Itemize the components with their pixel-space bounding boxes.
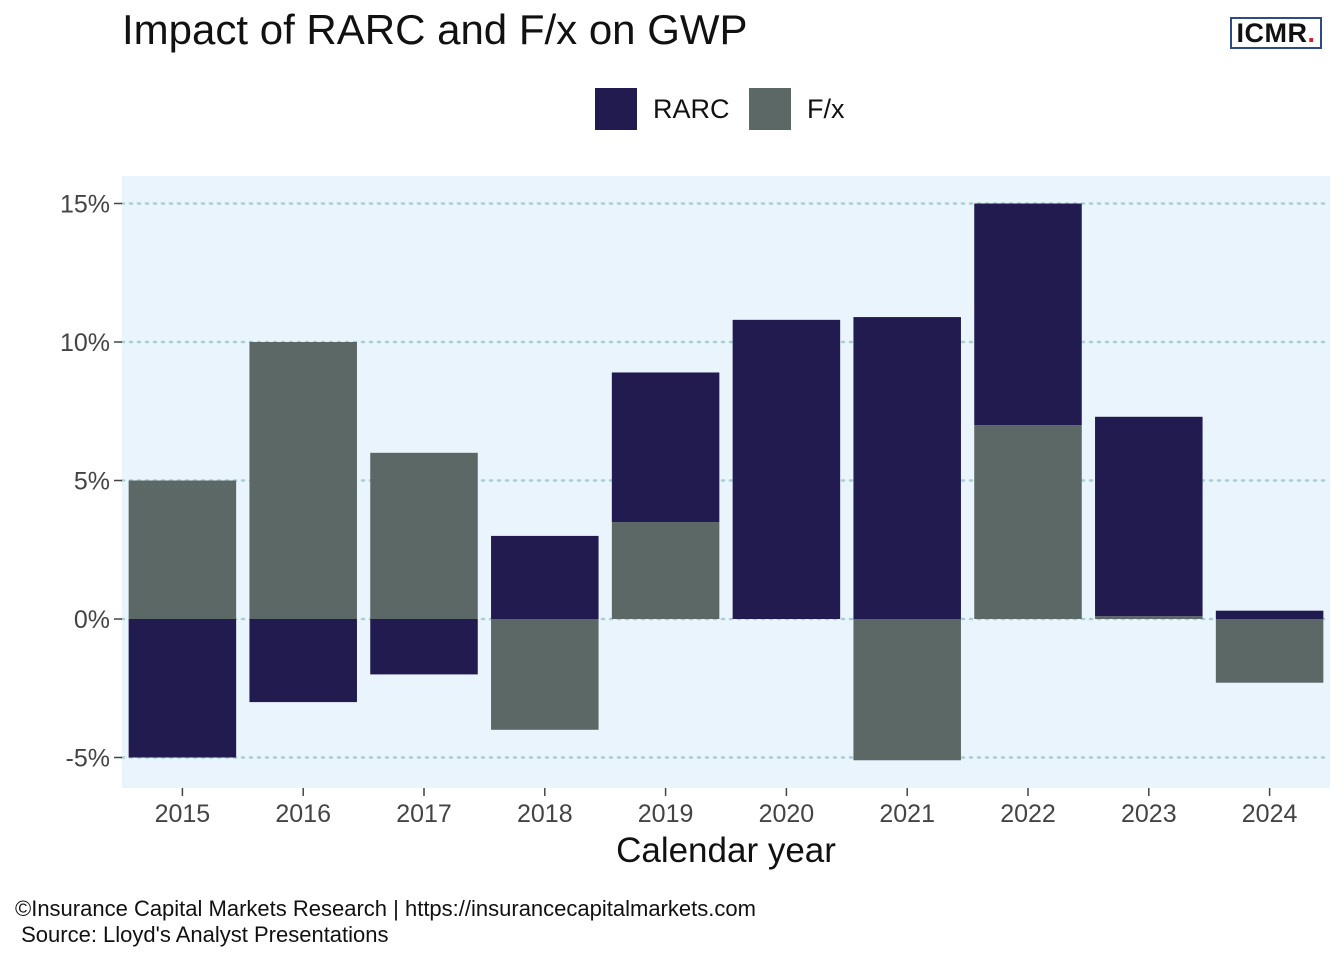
y-tick-label: -5% [66,745,110,773]
x-tick-label: 2020 [759,800,815,828]
y-tick-label: 5% [74,468,110,496]
bar-rarc-2017 [370,619,478,675]
icmr-logo: ICMR. [1230,17,1322,49]
bar-fx-2015 [128,480,237,619]
legend-label-fx[interactable]: F/x [807,94,845,124]
bar-fx-2021 [853,619,961,761]
axes: -5% 0% 5% 10% 15% 2015 2016 2017 2018 2019 2020 202… [60,191,1298,829]
bar-fx-2019 [611,522,720,619]
bar-rarc-2022 [974,203,1082,426]
chart-title: Impact of RARC and F/x on GWP [122,6,748,53]
x-tick-label: 2018 [517,800,573,828]
bar-rarc-2018 [491,535,599,619]
bar-rarc-2020 [732,319,841,619]
bar-rarc-2016 [249,619,357,703]
y-tick-label: 15% [60,191,110,219]
copyright-line: ©Insurance Capital Markets Research | ht… [15,896,756,921]
bar-fx-2018 [491,619,599,730]
bar-rarc-2021 [853,317,961,619]
bar-fx-2024 [1215,619,1324,683]
bar-fx-2017 [370,452,478,619]
x-tick-label: 2024 [1242,800,1298,828]
bar-rarc-2024 [1215,610,1324,619]
legend[interactable]: RARC F/x [595,88,845,130]
x-tick-label: 2023 [1121,800,1177,828]
y-tick-label: 0% [74,606,110,634]
bar-rarc-2015 [128,619,237,758]
x-tick-label: 2021 [879,800,935,828]
logo-dot: . [1307,17,1316,48]
x-tick-label: 2015 [155,800,211,828]
source-line: Source: Lloyd's Analyst Presentations [15,922,389,947]
legend-label-rarc[interactable]: RARC [653,94,730,124]
x-tick-label: 2017 [396,800,452,828]
x-tick-label: 2019 [638,800,694,828]
footer: ©Insurance Capital Markets Research | ht… [15,896,756,948]
x-tick-label: 2022 [1000,800,1056,828]
bar-fx-2016 [249,342,357,619]
y-tick-label: 10% [60,329,110,357]
legend-swatch-rarc[interactable] [595,88,637,130]
logo-text: ICMR [1236,17,1308,48]
x-axis-title: Calendar year [616,831,836,870]
bar-fx-2023 [1095,616,1203,619]
x-tick-label: 2016 [275,800,331,828]
bar-fx-2022 [974,425,1082,619]
legend-swatch-fx[interactable] [749,88,791,130]
bar-rarc-2019 [611,372,720,523]
bar-rarc-2023 [1095,416,1203,617]
bars [128,203,1324,761]
